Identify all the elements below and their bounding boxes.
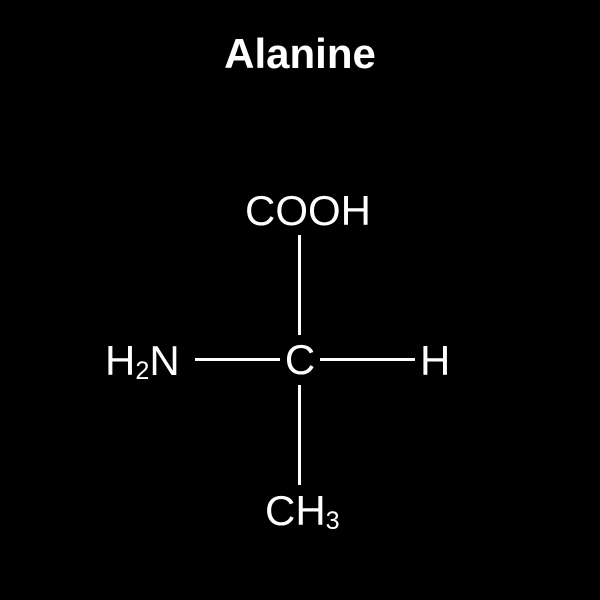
bond-bottom	[298, 385, 301, 485]
group-cooh: COOH	[245, 190, 371, 232]
diagram-canvas: Alanine C COOH H2N H CH3	[0, 0, 600, 600]
center-carbon: C	[285, 339, 315, 381]
bond-right	[320, 358, 415, 361]
group-ch3: CH3	[265, 490, 340, 532]
bond-top	[298, 235, 301, 335]
bond-left	[195, 358, 280, 361]
group-nh2: H2N	[105, 340, 180, 382]
atom-hydrogen: H	[420, 340, 450, 382]
compound-title: Alanine	[0, 30, 600, 78]
